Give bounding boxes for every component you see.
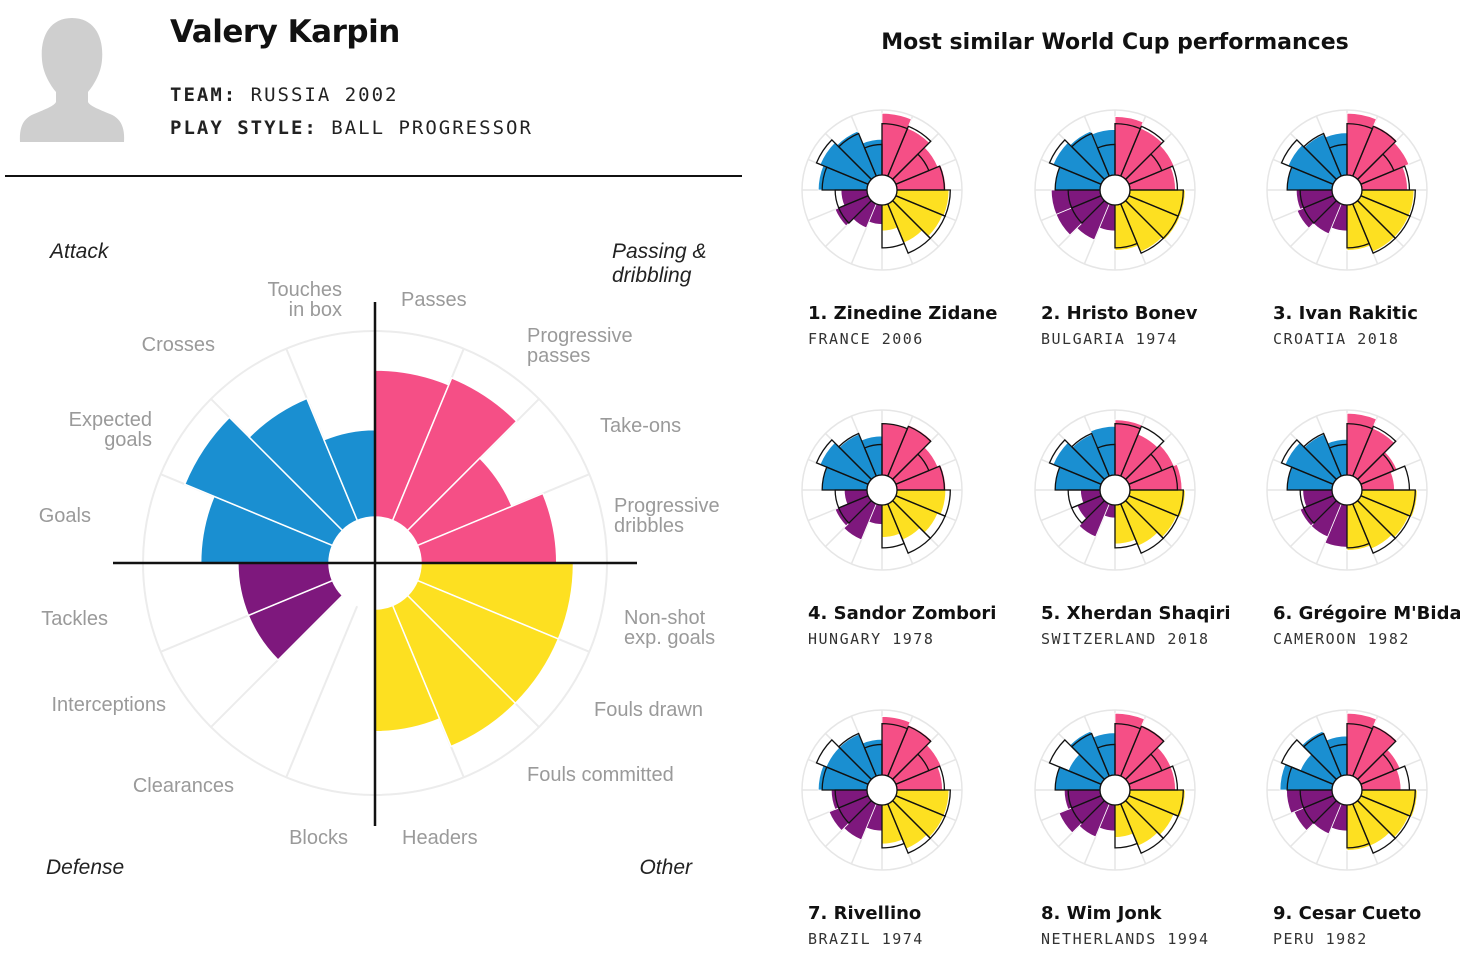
quadrant-other: Other (639, 856, 693, 879)
label-fouls-committed: Fouls committed (527, 764, 674, 786)
play-style-line: PLAY STYLE: BALL PROGRESSOR (170, 117, 533, 139)
similar-player-team: BULGARIA 1974 (1041, 330, 1178, 348)
mini-radial-chart (801, 709, 963, 871)
label-interceptions: Interceptions (51, 694, 166, 716)
team-key: TEAM: (170, 84, 238, 106)
similar-player-name: 2. Hristo Bonev (1041, 303, 1198, 324)
similar-player-team: SWITZERLAND 2018 (1041, 630, 1210, 648)
similar-player-team: FRANCE 2006 (808, 330, 924, 348)
similar-player-name: 6. Grégoire M'Bida (1273, 603, 1460, 624)
quadrant-passing-dribbling: Passing & dribbling (612, 240, 707, 287)
similar-player-card: 9. Cesar Cueto PERU 1982 (1265, 708, 1460, 978)
similar-player-card: 4. Sandor Zombori HUNGARY 1978 (800, 408, 1000, 678)
label-non-shot-exp-goals: Non-shot exp. goals (624, 607, 715, 649)
label-clearances: Clearances (133, 775, 234, 797)
quadrant-defense: Defense (46, 856, 124, 879)
similar-player-card: 3. Ivan Rakitic CROATIA 2018 (1265, 108, 1460, 378)
similar-player-name: 9. Cesar Cueto (1273, 903, 1422, 924)
mini-radial-chart (801, 109, 963, 271)
label-crosses: Crosses (142, 334, 215, 356)
similar-player-card: 6. Grégoire M'Bida CAMEROON 1982 (1265, 408, 1460, 678)
similar-player-name: 7. Rivellino (808, 903, 922, 924)
similar-player-name: 3. Ivan Rakitic (1273, 303, 1418, 324)
similar-player-team: PERU 1982 (1273, 930, 1368, 948)
similar-player-card: 1. Zinedine Zidane FRANCE 2006 (800, 108, 1000, 378)
similar-player-team: CAMEROON 1982 (1273, 630, 1410, 648)
similar-player-name: 1. Zinedine Zidane (808, 303, 998, 324)
play-style-key: PLAY STYLE: (170, 117, 318, 139)
label-touches-in-box: Touches in box (268, 279, 343, 321)
header-divider (5, 175, 742, 177)
similar-player-team: CROATIA 2018 (1273, 330, 1400, 348)
similar-player-name: 5. Xherdan Shaqiri (1041, 603, 1231, 624)
similar-player-name: 4. Sandor Zombori (808, 603, 997, 624)
similar-player-card: 8. Wim Jonk NETHERLANDS 1994 (1033, 708, 1233, 978)
player-avatar (19, 18, 125, 142)
similar-title: Most similar World Cup performances (881, 30, 1349, 55)
main-radial-chart: Passes Progressive passes Take-ons Progressi… (39, 240, 720, 879)
similar-player-card: 7. Rivellino BRAZIL 1974 (800, 708, 1000, 978)
play-style-value: BALL PROGRESSOR (331, 117, 533, 139)
label-progressive-passes: Progressive passes (527, 325, 633, 367)
label-headers: Headers (402, 827, 478, 849)
label-passes: Passes (401, 289, 467, 311)
label-take-ons: Take-ons (600, 415, 681, 437)
mini-radial-chart (1034, 109, 1196, 271)
similar-player-team: HUNGARY 1978 (808, 630, 935, 648)
similar-player-name: 8. Wim Jonk (1041, 903, 1162, 924)
label-goals: Goals (39, 505, 91, 527)
similar-player-card: 2. Hristo Bonev BULGARIA 1974 (1033, 108, 1233, 378)
mini-radial-chart (1034, 409, 1196, 571)
similar-player-team: NETHERLANDS 1994 (1041, 930, 1210, 948)
team-value: RUSSIA 2002 (250, 84, 399, 106)
label-tackles: Tackles (41, 608, 108, 630)
similar-player-team: BRAZIL 1974 (808, 930, 924, 948)
mini-radial-chart (1266, 409, 1428, 571)
player-name: Valery Karpin (170, 14, 400, 50)
similar-player-card: 5. Xherdan Shaqiri SWITZERLAND 2018 (1033, 408, 1233, 678)
mini-radial-chart (1266, 109, 1428, 271)
label-blocks: Blocks (289, 827, 348, 849)
label-expected-goals: Expected goals (69, 409, 152, 451)
mini-radial-chart (1266, 709, 1428, 871)
team-line: TEAM: RUSSIA 2002 (170, 84, 399, 106)
mini-radial-chart (1034, 709, 1196, 871)
mini-radial-chart (801, 409, 963, 571)
label-fouls-drawn: Fouls drawn (594, 699, 703, 721)
quadrant-attack: Attack (48, 240, 110, 263)
label-progressive-dribbles: Progressive dribbles (614, 495, 720, 537)
